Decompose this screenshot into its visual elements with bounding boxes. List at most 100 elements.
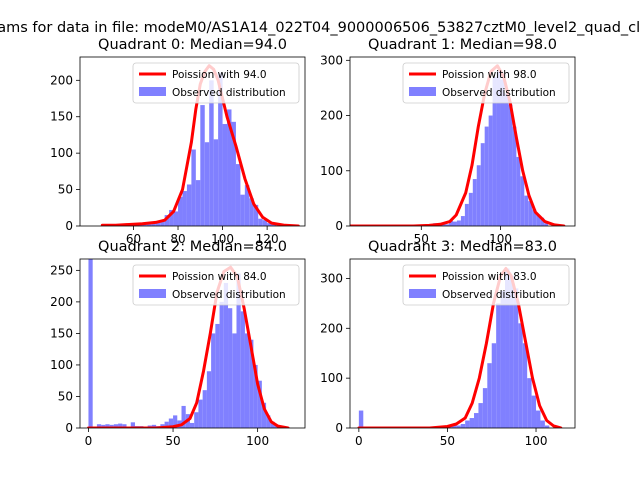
histogram-bar [480,143,485,226]
axes-frame [79,56,306,227]
histogram-bar [504,93,509,226]
histogram-bar [487,363,492,428]
quadrant-0-plot: 60 80 100 120 0 50 100 150 200 Quadrant 0: Median… [50,37,306,246]
histogram-bar [267,223,272,226]
histogram-bar [195,180,201,226]
histogram-bar [484,126,489,226]
histogram-bar [536,410,541,428]
histogram-bar [113,424,119,428]
histogram-bar [465,420,470,428]
histogram-bar [540,217,545,226]
histogram-bar [488,115,493,226]
histogram-bar [240,311,245,428]
x-tick-label: 100 [246,434,269,448]
histogram-bar [262,220,268,226]
histogram-bar [130,422,135,428]
histogram-bar [445,224,450,226]
histogram-bar [469,418,475,428]
legend-bars-swatch [409,87,436,96]
histogram-bar [209,80,214,226]
histogram-bar [164,421,169,428]
histogram-bar [189,422,195,428]
histogram-bar [452,221,457,226]
histogram-bar [173,211,179,226]
histogram-bars [433,71,549,226]
histogram-bar [464,203,469,226]
y-tick-label: 250 [50,263,73,277]
histogram-bar [257,380,262,428]
histogram-bar [509,275,514,428]
histogram-bar [194,412,199,428]
histogram-bar [206,371,212,428]
x-tick-label: 80 [170,232,185,246]
y-tick-label: 200 [50,295,73,309]
histogram-bar [449,221,453,226]
histogram-bar [219,301,224,428]
histogram-bar [270,421,275,428]
histogram-bar [518,323,523,428]
histogram-bar [213,139,219,226]
legend-bars-swatch [139,289,166,298]
subplot-title: Quadrant 3: Median=83.0 [368,239,557,255]
histogram-bar [249,339,254,428]
legend-bars-label: Observed distribution [442,289,556,301]
histogram-bar [460,216,465,226]
x-tick-label: 60 [126,232,141,246]
histogram-bar [186,184,192,226]
histogram-bar [164,215,170,226]
histogram-bar [500,79,505,226]
legend-bars-swatch [409,289,436,298]
histogram-bar [513,288,519,428]
histogram-bar [456,220,461,226]
histogram-bar [500,290,506,428]
legend: Poission with 94.0 Observed distribution [132,62,300,104]
histogram-bar [512,126,517,226]
legend-fit-label: Poission with 84.0 [172,271,267,283]
histogram-bar [204,142,210,226]
histogram-bar [101,424,106,428]
histogram-bar [474,413,479,428]
figure-suptitle: Histograms for data in file: modeM0/AS1A… [0,20,640,36]
histogram-bar [151,222,156,226]
histogram-bar [249,198,254,226]
histogram-bar [508,104,513,226]
histogram-bar [496,303,501,428]
axes-frame [349,258,576,429]
histogram-bar [253,364,258,428]
histogram-bar [532,209,537,226]
histogram-bar [528,201,533,226]
legend-fit-label: Poission with 98.0 [442,69,537,81]
histogram-bar [182,191,187,226]
histogram-bar [524,195,529,226]
y-tick-label: 50 [58,183,73,197]
y-tick-label: 300 [320,271,343,285]
y-tick-label: 200 [320,321,343,335]
histogram-bar [536,214,541,226]
histogram-bar [222,124,228,226]
legend-fit-label: Poission with 94.0 [172,69,267,81]
y-tick-label: 100 [50,358,73,372]
histogram-bar [456,425,461,428]
y-tick-label: 100 [320,371,343,385]
histogram-bar [181,405,186,428]
legend: Poission with 84.0 Observed distribution [132,264,300,306]
histogram-bar [105,424,110,428]
legend-bars-label: Observed distribution [442,87,556,99]
histogram-bar [531,395,537,428]
legend: Poission with 98.0 Observed distribution [402,62,570,104]
y-tick-label: 200 [50,73,73,87]
subplot-title: Quadrant 2: Median=84.0 [98,239,287,255]
y-tick-label: 300 [320,53,343,67]
y-tick-label: 200 [320,109,343,123]
x-tick-label: 0 [85,434,93,448]
legend: Poission with 83.0 Observed distribution [402,264,570,306]
histogram-bar [146,223,152,226]
histogram-bar [468,192,473,226]
histogram-bar [160,221,165,226]
y-tick-label: 100 [320,164,343,178]
histogram-bar [118,423,123,428]
histogram-bar [178,196,183,226]
histogram-bar [460,424,466,428]
histogram-bar [478,403,483,428]
quadrant-1-plot: 50 100 0 100 200 300 Quadrant 1: Median=98.0 Po… [320,37,576,246]
